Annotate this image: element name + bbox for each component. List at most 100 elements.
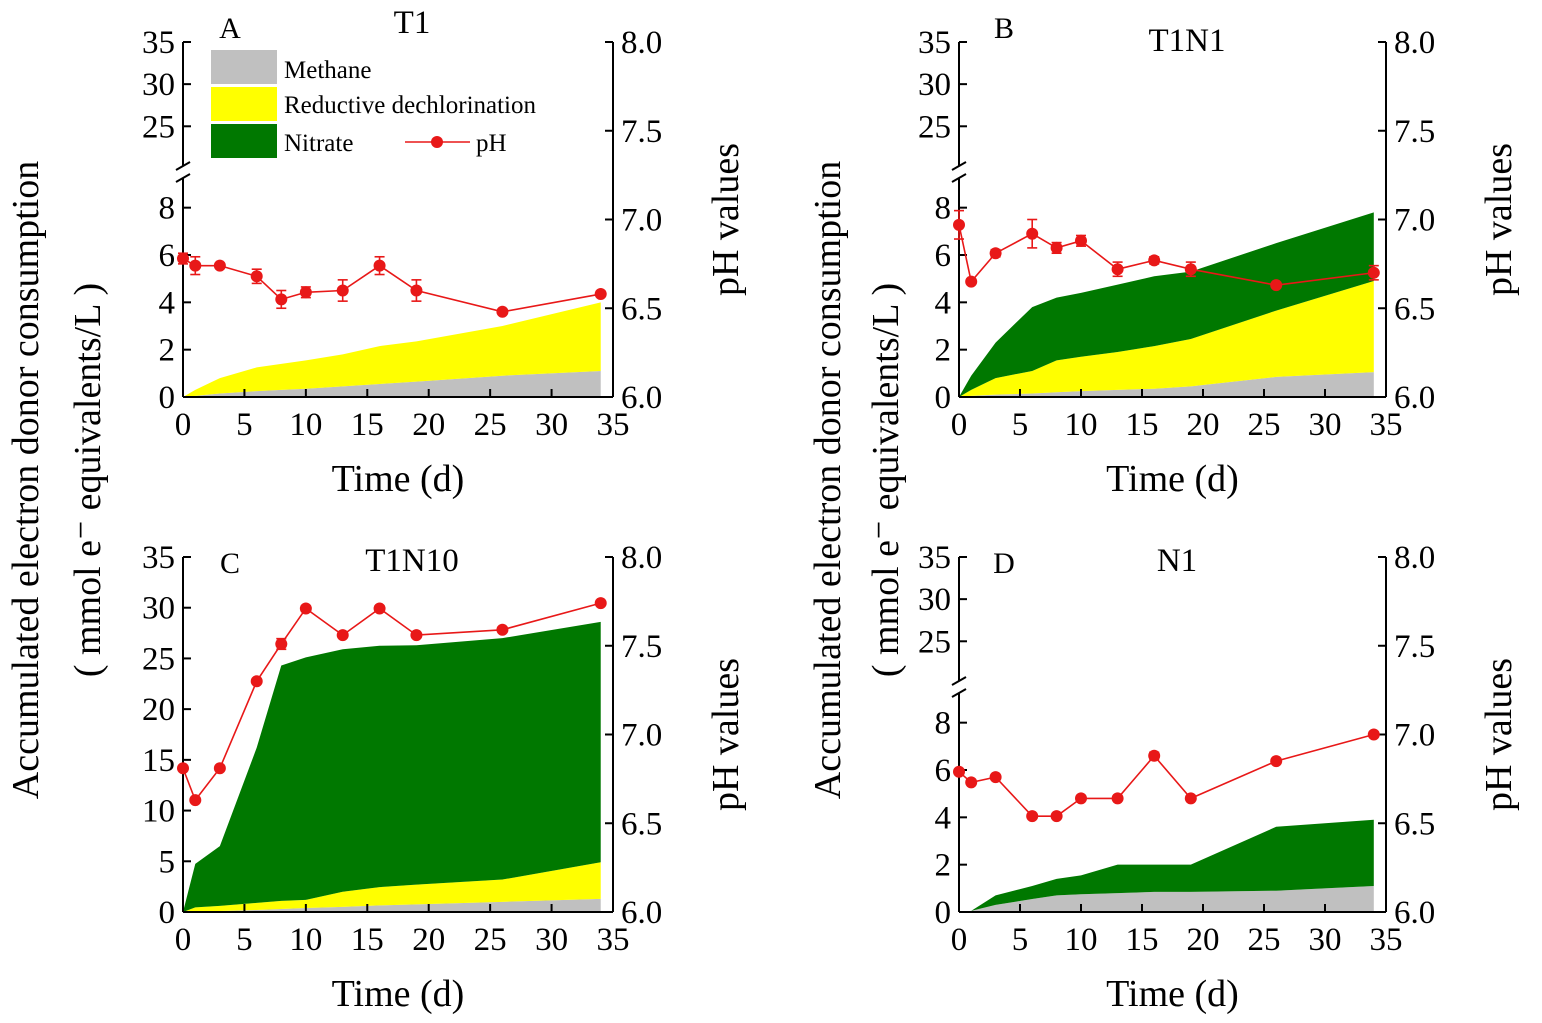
y-tick-label: 4 [935, 285, 952, 321]
legend-marker-ph [431, 136, 443, 148]
y-tick-label: 0 [159, 895, 176, 931]
y2-tick-label: 6.5 [1394, 291, 1435, 327]
y-tick-label: 2 [935, 848, 952, 884]
nitrate-area [183, 621, 601, 912]
ph-point [299, 602, 312, 615]
x-tick-label: 5 [1012, 922, 1029, 958]
ph-point [989, 771, 1002, 784]
x-tick-label: 35 [597, 922, 630, 958]
x-tick-label: 30 [1309, 407, 1342, 443]
panel-title: T1 [394, 5, 431, 41]
legend-label-dechlorination: Reductive dechlorination [284, 92, 537, 119]
panel-title: T1N1 [1149, 23, 1226, 59]
ph-point [989, 247, 1002, 260]
ph-point [177, 252, 189, 265]
chart-panel-d: 0 5 10 15 20 25 30 35024682530356.06.57.07.58.0… [918, 540, 1520, 1015]
axis-break-mark [951, 688, 967, 698]
x-tick-label: 10 [289, 922, 322, 958]
x-tick-label: 20 [1187, 922, 1220, 958]
ph-point [189, 259, 202, 272]
y2-tick-label: 7.0 [621, 718, 662, 754]
y2-axis-label: pH values [705, 658, 747, 811]
panel-letter: D [993, 547, 1015, 580]
y2-tick-label: 8.0 [621, 25, 662, 61]
ph-point [275, 637, 288, 650]
y-tick-label: 10 [142, 794, 175, 830]
axis-break-mark [175, 173, 191, 183]
ph-point [1270, 279, 1283, 292]
ph-point [410, 629, 423, 642]
ph-point [177, 762, 189, 775]
legend-label-ph: pH [476, 130, 507, 157]
axis-break-mark [951, 676, 967, 686]
shared-ylabel-mid-line1: Accumulated electron donor consumption [807, 161, 849, 799]
methane-area [183, 370, 601, 397]
ph-point [1075, 792, 1087, 805]
x-tick-label: 0 [175, 922, 192, 958]
ph-point [299, 286, 312, 299]
ph-point [410, 284, 423, 297]
x-tick-label: 20 [1187, 407, 1220, 443]
ph-point [336, 629, 349, 642]
y-tick-label: 4 [935, 800, 952, 836]
ph-point [1148, 749, 1161, 762]
ph-point [1075, 234, 1087, 247]
y-tick-label: 4 [159, 285, 176, 321]
x-axis-label: Time (d) [1106, 973, 1239, 1015]
y-tick-label: 25 [918, 624, 951, 660]
x-tick-label: 25 [474, 922, 507, 958]
dechlorination-area [183, 302, 601, 397]
ph-point [275, 293, 288, 306]
y2-axis-label: pH values [705, 143, 747, 296]
y-tick-label: 35 [142, 25, 175, 61]
y2-axis-label: pH values [1478, 143, 1520, 296]
shared-ylabel-mid-line2: ( mmol e⁻ equivalents/L ) [865, 283, 907, 677]
y2-tick-label: 7.5 [621, 114, 662, 150]
y2-axis-label: pH values [1478, 658, 1520, 811]
x-tick-label: 10 [1065, 922, 1098, 958]
y-tick-label: 5 [159, 844, 176, 880]
y2-tick-label: 6.0 [621, 380, 662, 416]
dechlorination-area [959, 281, 1374, 397]
legend: Methane Reductive dechlorination Nitrate pH [211, 50, 537, 158]
y-tick-label: 35 [918, 540, 951, 576]
y2-tick-label: 6.0 [1394, 895, 1435, 931]
y-tick-label: 30 [142, 67, 175, 103]
panel-letter: A [219, 12, 241, 45]
ph-point [1367, 728, 1380, 741]
ph-point [594, 288, 607, 301]
y2-tick-label: 8.0 [1394, 25, 1435, 61]
x-tick-label: 15 [351, 922, 384, 958]
x-tick-label: 15 [1126, 922, 1159, 958]
x-tick-label: 0 [951, 407, 968, 443]
y2-tick-label: 6.5 [1394, 806, 1435, 842]
panel-letter: C [220, 547, 240, 580]
chart-panel-b: 0 5 10 15 20 25 30 35024682530356.06.57.07.58.0… [918, 12, 1520, 500]
ph-point [336, 284, 349, 297]
y-tick-label: 35 [918, 25, 951, 61]
y-tick-label: 2 [159, 333, 176, 369]
ph-point [213, 762, 226, 775]
x-tick-label: 30 [535, 407, 568, 443]
y2-tick-label: 8.0 [1394, 540, 1435, 576]
x-tick-label: 15 [351, 407, 384, 443]
y-tick-label: 0 [935, 380, 952, 416]
x-tick-label: 5 [236, 922, 253, 958]
y-tick-label: 30 [918, 67, 951, 103]
ph-point [373, 259, 386, 272]
ph-point [965, 776, 978, 789]
y-tick-label: 25 [142, 641, 175, 677]
axis-break-mark [175, 161, 191, 171]
nitrate-area [959, 819, 1374, 912]
y2-tick-label: 7.5 [1394, 629, 1435, 665]
ph-line [182, 257, 601, 313]
x-axis-label: Time (d) [332, 973, 465, 1015]
x-tick-label: 35 [1370, 407, 1403, 443]
legend-swatch-methane [211, 50, 277, 84]
legend-swatch-dechlorination [211, 87, 277, 121]
x-tick-label: 20 [412, 407, 445, 443]
y-tick-label: 25 [142, 109, 175, 145]
x-tick-label: 35 [597, 407, 630, 443]
chart-panel-a: 0 5 10 15 20 25 30 35024682530356.06.57.07.58.0… [142, 5, 747, 500]
ph-point [373, 602, 386, 615]
